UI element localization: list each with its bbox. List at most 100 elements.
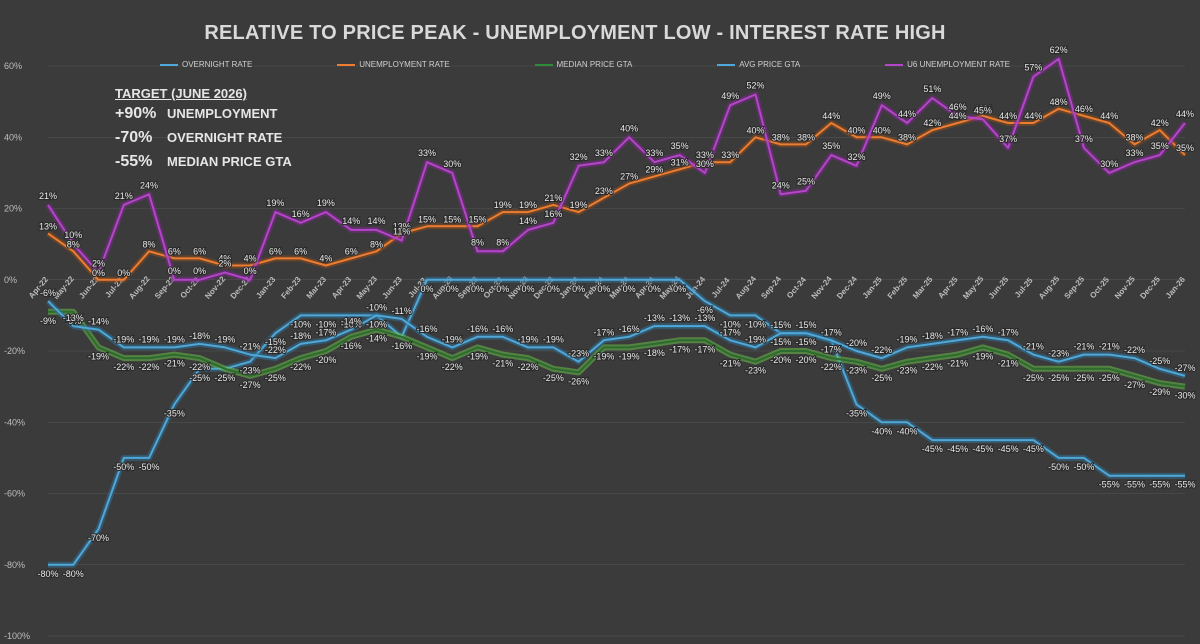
unemployment-rate-data-label: 38%	[772, 132, 790, 142]
u6-unemployment-rate-data-label: 19%	[266, 198, 284, 208]
avg-price-gta-data-label: -27%	[1174, 363, 1195, 373]
unemployment-rate-data-label: 23%	[595, 186, 613, 196]
u6-unemployment-rate-data-label: 8%	[496, 237, 509, 247]
legend-swatch-unemployment-rate	[337, 63, 356, 66]
u6-unemployment-rate-data-label: 37%	[999, 134, 1017, 144]
unemployment-rate-data-label: 42%	[923, 118, 941, 128]
median-price-gta-data-label: -19%	[416, 351, 437, 361]
unemployment-rate-data-label: 4%	[218, 254, 231, 264]
avg-price-gta-data-label: -21%	[240, 342, 261, 352]
x-tick-label: Jul-25	[1013, 276, 1035, 300]
u6-unemployment-rate-data-label: 49%	[721, 91, 739, 101]
unemployment-rate-data-label: 38%	[1125, 132, 1143, 142]
u6-unemployment-rate-data-label: 57%	[1024, 63, 1042, 73]
unemployment-rate-data-label: 6%	[168, 246, 181, 256]
u6-unemployment-rate-data-label: 30%	[696, 159, 714, 169]
u6-unemployment-rate-data-label: 35%	[1151, 141, 1169, 151]
avg-price-gta-data-label: -17%	[593, 327, 614, 337]
avg-price-gta-data-label: -13%	[694, 313, 715, 323]
u6-unemployment-rate-data-label: 35%	[671, 141, 689, 151]
x-tick-label: Apr-25	[936, 275, 960, 301]
u6-unemployment-rate-data-label: 8%	[471, 237, 484, 247]
overnight-rate-data-label: -10%	[341, 319, 362, 329]
target-annotation: TARGET (JUNE 2026) +90% UNEMPLOYMENT -70…	[115, 86, 292, 177]
median-price-gta-data-label: -22%	[290, 362, 311, 372]
avg-price-gta-data-label: -19%	[543, 334, 564, 344]
median-price-gta-data-label: -18%	[644, 348, 665, 358]
overnight-rate-data-label: -35%	[164, 408, 185, 418]
unemployment-rate-data-label: 19%	[570, 200, 588, 210]
avg-price-gta-data-label: -16%	[972, 324, 993, 334]
u6-unemployment-rate-data-label: 62%	[1050, 45, 1068, 55]
x-tick-label: Nov-24	[810, 274, 834, 301]
unemployment-rate-data-label: 38%	[898, 132, 916, 142]
u6-unemployment-rate-data-label: 2%	[92, 259, 105, 269]
u6-unemployment-rate-data-label: 0%	[168, 266, 181, 276]
target-label: MEDIAN PRICE GTA	[167, 154, 292, 169]
x-tick-label: Nov-25	[1113, 274, 1137, 301]
x-tick-label: May-23	[355, 274, 380, 301]
u6-unemployment-rate-data-label: 33%	[645, 148, 663, 158]
overnight-rate-data-label: -40%	[897, 426, 918, 436]
median-price-gta-data-label: -21%	[720, 359, 741, 369]
overnight-rate-data-label: -45%	[998, 444, 1019, 454]
avg-price-gta-data-label: -17%	[947, 327, 968, 337]
avg-price-gta-data-label: -18%	[290, 331, 311, 341]
median-price-gta-data-label: -25%	[214, 373, 235, 383]
u6-unemployment-rate-data-label: 45%	[974, 105, 992, 115]
avg-price-gta-data-label: -17%	[821, 327, 842, 337]
unemployment-rate-data-label: 0%	[92, 268, 105, 278]
u6-unemployment-rate-data-label: 21%	[39, 191, 57, 201]
median-price-gta-data-label: -25%	[1048, 373, 1069, 383]
avg-price-gta-data-label: -16%	[467, 324, 488, 334]
y-tick-label: -80%	[4, 560, 25, 570]
x-tick-label: Feb-25	[886, 275, 910, 301]
overnight-rate-data-label: -70%	[88, 533, 109, 543]
median-price-gta-data-label: -19%	[619, 351, 640, 361]
unemployment-rate-data-label: 8%	[67, 239, 80, 249]
unemployment-rate-data-label: 13%	[393, 221, 411, 231]
avg-price-gta-data-label: -25%	[1149, 356, 1170, 366]
avg-price-gta-data-label: -16%	[619, 324, 640, 334]
legend-label-overnight-rate: OVERNIGHT RATE	[182, 60, 253, 69]
overnight-rate-data-label: -15%	[265, 337, 286, 347]
u6-unemployment-rate-data-label: 30%	[1100, 159, 1118, 169]
overnight-rate-data-label: -10%	[745, 319, 766, 329]
avg-price-gta-data-label: -17%	[998, 327, 1019, 337]
avg-price-gta-data-label: -19%	[442, 334, 463, 344]
median-price-gta-data-label: -21%	[947, 359, 968, 369]
legend-swatch-u6-unemployment-rate	[885, 63, 904, 66]
median-price-gta-data-label: -20%	[770, 355, 791, 365]
overnight-rate-data-label: -35%	[846, 408, 867, 418]
overnight-rate-line	[48, 278, 1185, 566]
unemployment-rate-data-label: 27%	[620, 172, 638, 182]
unemployment-rate-data-label: 31%	[671, 157, 689, 167]
target-row-overnight-rate: -70% OVERNIGHT RATE	[115, 129, 292, 153]
unemployment-rate-data-label: 8%	[370, 239, 383, 249]
u6-unemployment-rate-data-label: 35%	[822, 141, 840, 151]
overnight-rate-data-label: -50%	[1073, 462, 1094, 472]
y-tick-label: 0%	[4, 275, 17, 285]
median-price-gta-data-label: -19%	[467, 351, 488, 361]
unemployment-rate-data-label: 15%	[469, 214, 487, 224]
legend-item-overnight-rate: OVERNIGHT RATE	[160, 60, 252, 69]
target-value: -70%	[115, 129, 153, 146]
avg-price-gta-data-label: -19%	[139, 334, 160, 344]
x-tick-label: Sep-24	[759, 274, 783, 300]
overnight-rate-data-label: -10%	[290, 319, 311, 329]
median-price-gta-data-label: -22%	[139, 362, 160, 372]
x-tick-label: Jun-23	[380, 275, 404, 301]
u6-unemployment-rate-data-label: 10%	[64, 230, 82, 240]
legend: OVERNIGHT RATE UNEMPLOYMENT RATE MEDIAN …	[160, 60, 1010, 69]
overnight-rate-data-label: -45%	[922, 444, 943, 454]
target-value: -55%	[115, 153, 153, 170]
avg-price-gta-line	[47, 300, 1186, 377]
legend-swatch-avg-price-gta	[717, 63, 736, 66]
u6-unemployment-rate-data-label: 46%	[949, 102, 967, 112]
unemployment-rate-data-label: 40%	[746, 125, 764, 135]
overnight-rate-data-label: -16%	[391, 341, 412, 351]
u6-unemployment-rate-data-label: 2%	[218, 259, 231, 269]
legend-swatch-median-price-gta	[534, 63, 553, 66]
unemployment-rate-data-label: 19%	[519, 200, 537, 210]
target-label: UNEMPLOYMENT	[167, 106, 278, 121]
